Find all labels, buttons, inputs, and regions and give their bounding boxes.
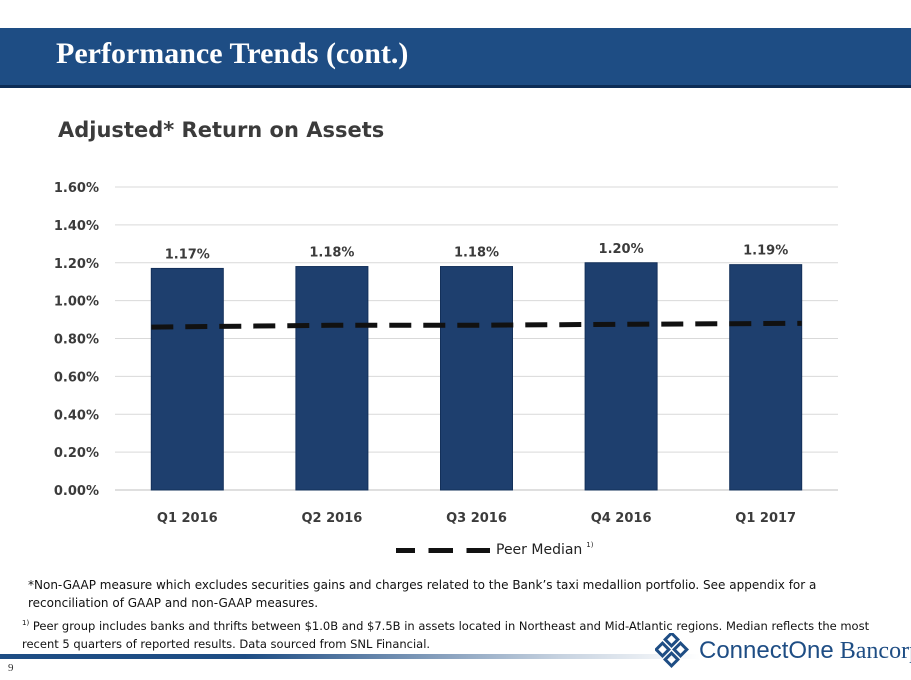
y-tick-label: 1.60%: [54, 181, 99, 196]
peer-median-line: [151, 320, 802, 330]
page-number: 9: [8, 662, 14, 674]
y-tick-label: 0.60%: [54, 370, 99, 385]
peer-group-footnote: 1) Peer group includes banks and thrifts…: [22, 614, 872, 653]
bar: [584, 262, 658, 491]
x-tick-label: Q3 2016: [446, 511, 507, 526]
bar-value-label: 1.18%: [309, 246, 354, 261]
bar: [295, 266, 369, 491]
footer-rule: [0, 654, 700, 659]
bar-value-label: 1.18%: [454, 246, 499, 261]
x-tick-label: Q1 2016: [157, 511, 218, 526]
page-title: Performance Trends (cont.): [56, 37, 409, 70]
y-tick-label: 0.80%: [54, 333, 99, 348]
chart-legend: Peer Median 1): [396, 540, 593, 560]
roa-bar-chart: 0.00% 0.20% 0.40% 0.60% 0.80% 1.00% 1.20% 1.40%…: [54, 181, 838, 526]
x-tick-label: Q4 2016: [591, 511, 652, 526]
header-band: [0, 28, 911, 88]
peer-median-legend-swatch: [396, 547, 490, 553]
non-gaap-footnote: *Non-GAAP measure which excludes securit…: [28, 578, 817, 610]
bar: [729, 264, 803, 491]
y-tick-label: 1.40%: [54, 219, 99, 234]
y-tick-label: 0.00%: [54, 484, 99, 499]
chart-title: Adjusted* Return on Assets: [58, 118, 385, 142]
bar: [440, 266, 513, 491]
bar-value-label: 1.19%: [743, 244, 788, 259]
company-logo: ConnectOneBancorp: [655, 633, 911, 669]
bar: [150, 267, 224, 491]
y-tick-label: 1.00%: [54, 295, 99, 310]
diamond-lattice-icon: [655, 633, 689, 668]
legend-label: Peer Median: [496, 542, 583, 558]
legend-footnote-marker: 1): [586, 541, 594, 549]
logo-name-part2: Bancorp: [839, 638, 911, 664]
logo-name-part1: ConnectOne: [699, 637, 834, 664]
x-tick-label: Q2 2016: [301, 511, 362, 526]
bar-value-label: 1.20%: [599, 242, 644, 257]
y-tick-label: 0.20%: [54, 446, 99, 461]
peer-footnote-text: Peer group includes banks and thrifts be…: [22, 618, 870, 651]
bar-value-label: 1.17%: [165, 247, 210, 262]
x-tick-label: Q1 2017: [735, 511, 796, 526]
y-tick-label: 1.20%: [54, 257, 99, 272]
y-tick-label: 0.40%: [54, 408, 99, 423]
footnote-marker: 1): [22, 619, 30, 627]
